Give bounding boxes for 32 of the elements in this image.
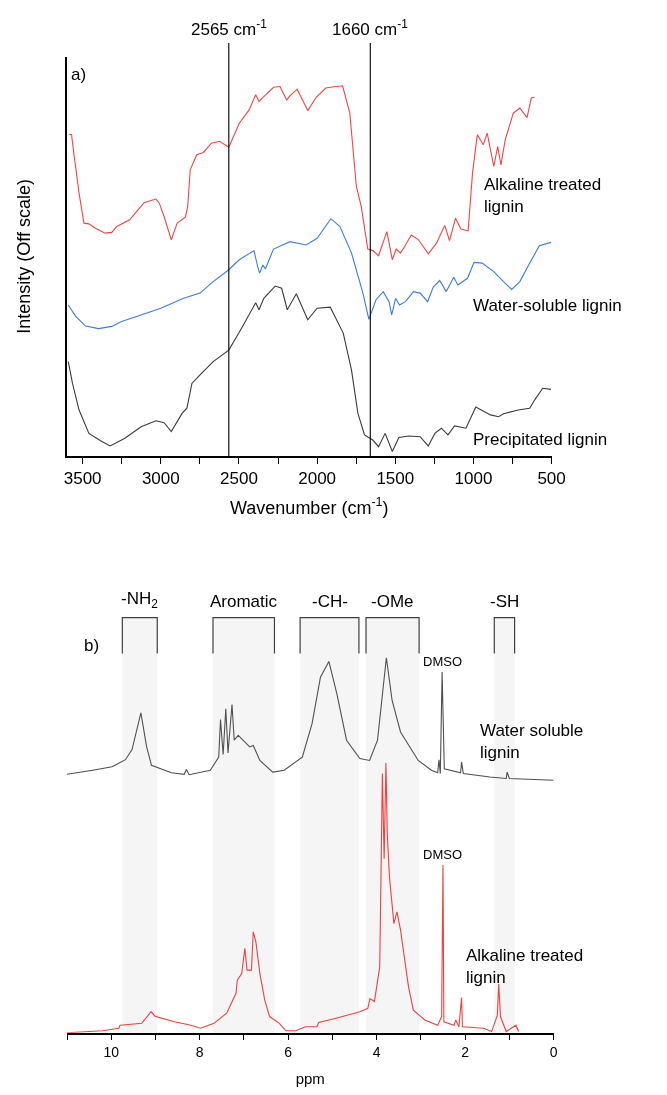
x-tick-label: 1500 bbox=[376, 469, 415, 489]
ref-line-label: 2565 cm$^{-1}$ bbox=[191, 17, 268, 40]
x-tick-label: 1000 bbox=[454, 469, 493, 489]
x-tick-label: 0 bbox=[549, 1044, 558, 1061]
band-label: -OMe bbox=[371, 592, 414, 611]
x-tick-label: 10 bbox=[103, 1044, 120, 1061]
series-label: Precipitated lignin bbox=[473, 430, 608, 449]
ref-line-label: 1660 cm$^{-1}$ bbox=[332, 17, 409, 40]
text: b) bbox=[84, 636, 100, 655]
band-label: -SH bbox=[490, 592, 520, 611]
series-label: Water soluble lignin bbox=[480, 721, 584, 763]
x-tick-label: 6 bbox=[284, 1044, 293, 1061]
x-axis-title: ppm bbox=[295, 1069, 325, 1087]
band-label: -NH$_{2}$ bbox=[121, 589, 159, 611]
y-axis-title: Intensity (Off scale) bbox=[13, 179, 34, 334]
series-label: Water-soluble lignin bbox=[473, 296, 622, 315]
x-tick-label: 3000 bbox=[141, 469, 180, 489]
x-tick-label: 4 bbox=[372, 1044, 381, 1061]
x-axis-title: Wavenumber (cm$^{-1}$) bbox=[230, 495, 389, 518]
annotation: DMSO bbox=[423, 847, 462, 862]
series-label: Alkaline treated lignin bbox=[466, 946, 584, 988]
text: a) bbox=[71, 65, 87, 84]
band-label: Aromatic bbox=[210, 592, 278, 611]
x-tick-label: 2500 bbox=[220, 469, 258, 489]
x-tick-label: 2000 bbox=[298, 469, 337, 489]
x-tick-label: 2 bbox=[461, 1044, 470, 1061]
x-tick-label: 8 bbox=[195, 1044, 204, 1061]
band-label: -CH- bbox=[312, 592, 348, 611]
x-tick-label: 3500 bbox=[63, 469, 102, 489]
series-label: Alkaline treated lignin bbox=[484, 175, 602, 217]
x-tick-label: 500 bbox=[537, 469, 566, 489]
annotation: DMSO bbox=[423, 654, 462, 669]
